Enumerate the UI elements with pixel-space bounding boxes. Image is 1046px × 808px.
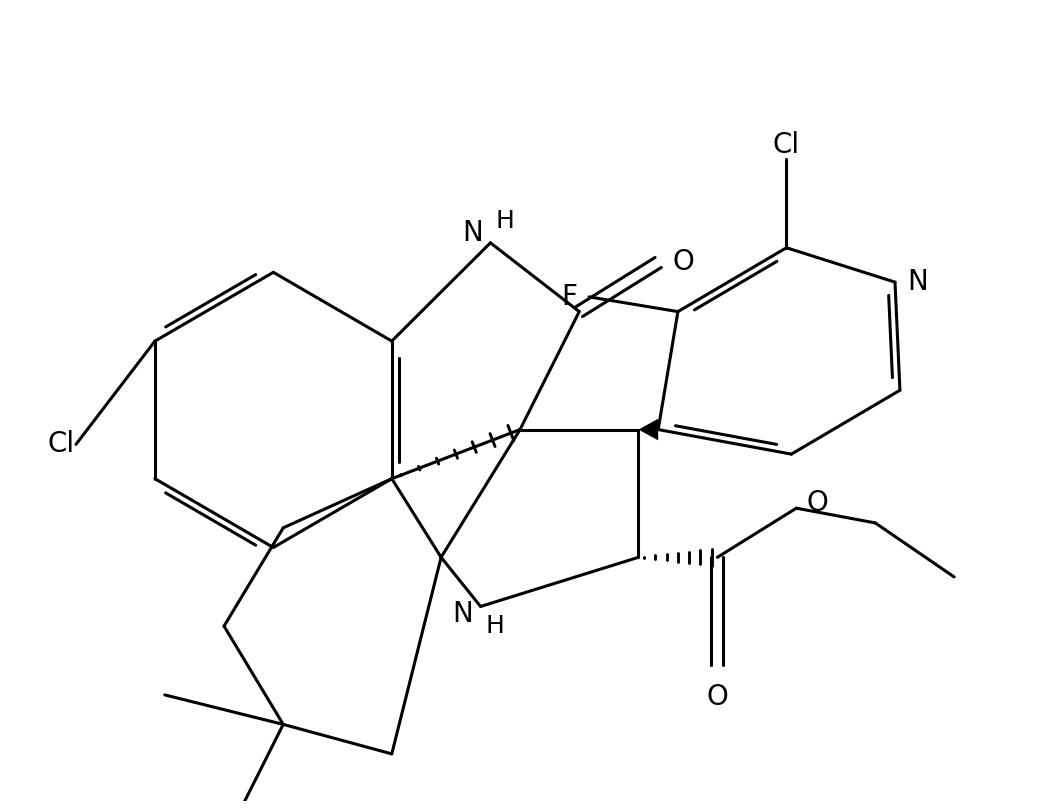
Polygon shape — [638, 419, 658, 440]
Text: O: O — [673, 249, 695, 276]
Text: N: N — [461, 219, 482, 247]
Text: N: N — [452, 600, 473, 629]
Text: Cl: Cl — [48, 431, 74, 458]
Text: N: N — [907, 268, 928, 296]
Text: F: F — [562, 283, 577, 311]
Text: O: O — [806, 490, 828, 517]
Text: Cl: Cl — [773, 131, 800, 158]
Text: H: H — [485, 614, 504, 638]
Text: H: H — [496, 209, 515, 234]
Text: O: O — [706, 683, 728, 711]
